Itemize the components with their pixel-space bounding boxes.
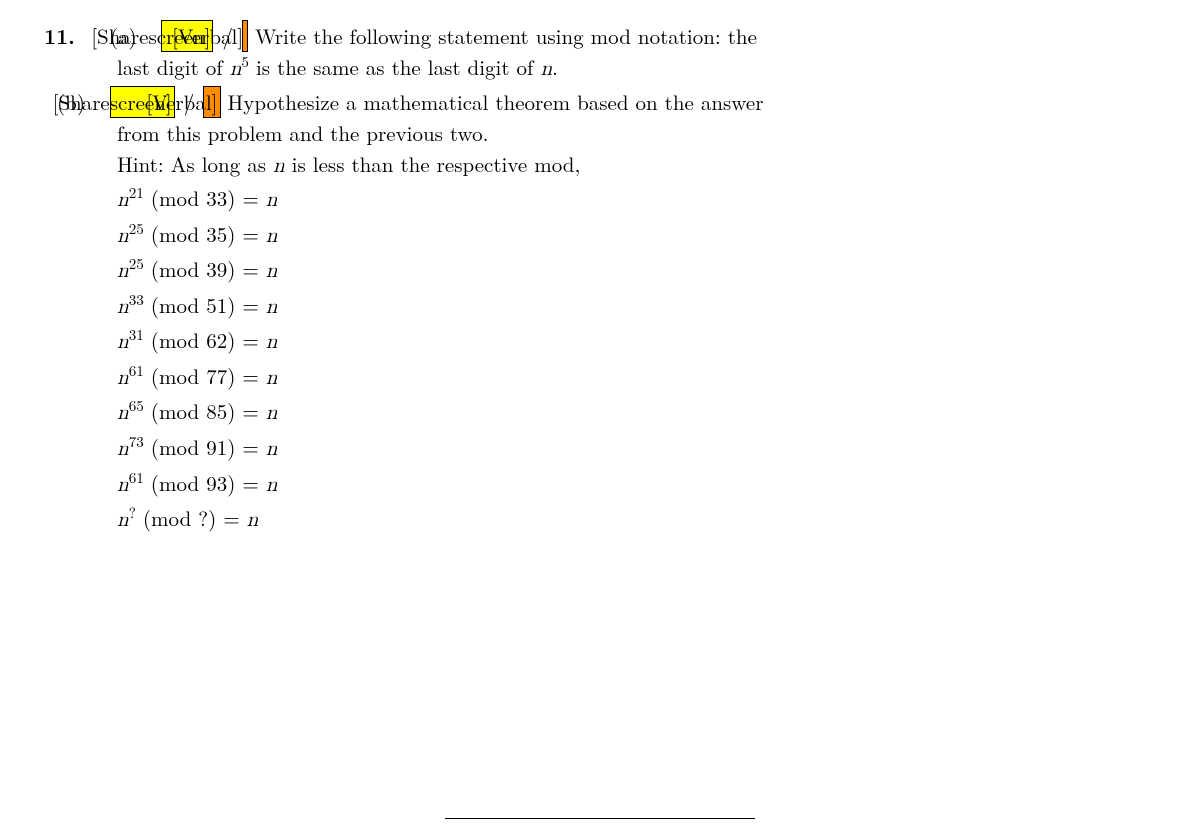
congruence-base: n <box>117 368 129 389</box>
congruence-rhs: n <box>266 439 278 460</box>
congruence-mod: (mod 77) = <box>144 361 266 391</box>
congruence-exp: 61 <box>129 360 144 381</box>
congruence-base: n <box>117 439 129 460</box>
congruence-line: n25 (mod 35) = n <box>117 218 1168 254</box>
congruence-rhs: n <box>266 403 278 424</box>
congruence-line: n61 (mod 77) = n <box>117 360 1168 396</box>
page-footer-rule <box>445 818 755 819</box>
problem-number: 11. <box>44 21 75 51</box>
congruence-rhs: n <box>266 332 278 353</box>
congruence-base: n <box>117 226 129 247</box>
congruence-mod: (mod ?) = <box>136 503 247 533</box>
congruence-base: n <box>117 297 129 318</box>
verbal-tag: [Verbal] <box>242 20 248 52</box>
math-n: n <box>540 59 552 80</box>
congruence-line: n31 (mod 62) = n <box>117 324 1168 360</box>
math-n5-exp: 5 <box>241 51 249 72</box>
congruence-line: n65 (mod 85) = n <box>117 395 1168 431</box>
verbal-tag: [Verbal] <box>203 86 220 118</box>
part-b-text-cont1: from this problem and the previous two. <box>117 118 488 148</box>
part-a-text-cont: last digit of <box>117 52 230 82</box>
congruence-base: n <box>117 475 129 496</box>
congruence-mod: (mod 35) = <box>144 219 266 249</box>
congruence-mod: (mod 62) = <box>144 325 266 355</box>
congruence-rhs: n <box>247 510 259 531</box>
congruence-line: n? (mod ?) = n <box>117 502 1168 538</box>
congruence-exp: 25 <box>129 253 144 274</box>
congruence-rhs: n <box>266 261 278 282</box>
congruence-exp: 33 <box>129 289 144 310</box>
part-a: 11. (a) [Sharescreen] / [Verbal] Write t… <box>32 20 1168 86</box>
congruence-rhs: n <box>266 297 278 318</box>
part-a-text-after: is the same as the last digit of <box>249 52 540 82</box>
congruence-line: n61 (mod 93) = n <box>117 467 1168 503</box>
congruence-exp: 25 <box>129 218 144 239</box>
congruence-mod: (mod 91) = <box>144 432 266 462</box>
congruence-list: n21 (mod 33) = nn25 (mod 35) = nn25 (mod… <box>32 182 1168 537</box>
congruence-mod: (mod 93) = <box>144 468 266 498</box>
congruence-rhs: n <box>266 190 278 211</box>
part-b-text-lead: Hypothesize a mathematical theorem based… <box>228 87 764 117</box>
congruence-line: n21 (mod 33) = n <box>117 182 1168 218</box>
math-n5-base: n <box>230 59 242 80</box>
part-b: (b) [Sharescreen] / [Verbal] Hypothesize… <box>32 86 1168 182</box>
congruence-mod: (mod 85) = <box>144 396 266 426</box>
congruence-mod: (mod 39) = <box>144 254 266 284</box>
congruence-base: n <box>117 403 129 424</box>
congruence-base: n <box>117 190 129 211</box>
congruence-exp: 73 <box>129 431 144 452</box>
congruence-mod: (mod 33) = <box>144 183 266 213</box>
congruence-base: n <box>117 261 129 282</box>
congruence-line: n25 (mod 39) = n <box>117 253 1168 289</box>
hint-label: Hint: As long as <box>117 149 273 179</box>
congruence-base: n <box>117 332 129 353</box>
part-a-text-lead: Write the following statement using mod … <box>255 21 757 51</box>
congruence-exp: 21 <box>129 182 144 203</box>
hint-after: is less than the respective mod, <box>285 149 581 179</box>
congruence-exp: 61 <box>129 467 144 488</box>
congruence-rhs: n <box>266 368 278 389</box>
problem-11: 11. (a) [Sharescreen] / [Verbal] Write t… <box>32 20 1168 538</box>
hint-n: n <box>273 156 285 177</box>
congruence-line: n33 (mod 51) = n <box>117 289 1168 325</box>
congruence-exp: 31 <box>129 324 144 345</box>
part-a-period: . <box>552 52 558 82</box>
congruence-rhs: n <box>266 475 278 496</box>
congruence-exp: 65 <box>129 395 144 416</box>
congruence-mod: (mod 51) = <box>144 290 266 320</box>
congruence-rhs: n <box>266 226 278 247</box>
congruence-exp: ? <box>129 502 136 523</box>
congruence-base: n <box>117 510 129 531</box>
congruence-line: n73 (mod 91) = n <box>117 431 1168 467</box>
